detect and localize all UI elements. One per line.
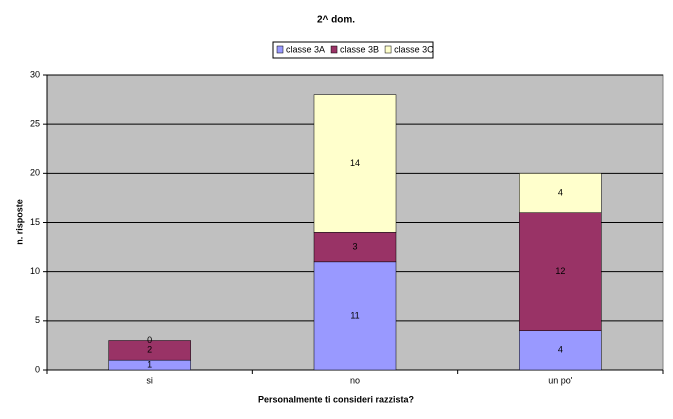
data-label: 4 (558, 187, 563, 197)
data-label: 4 (558, 345, 563, 355)
legend-label: classe 3A (286, 44, 325, 54)
data-label: 3 (352, 241, 357, 251)
bar-segment (519, 330, 602, 371)
x-tick-label: no (350, 375, 360, 385)
y-tick-label: 10 (30, 266, 40, 276)
data-label: 14 (350, 158, 360, 168)
y-tick-label: 20 (30, 168, 40, 178)
y-tick-label: 0 (35, 364, 40, 374)
y-tick-label: 15 (30, 217, 40, 227)
data-label: 2 (147, 345, 152, 355)
data-label: 12 (555, 266, 565, 276)
bar-segment (313, 261, 397, 371)
bar-segment (313, 232, 397, 263)
bar-segment (108, 340, 191, 361)
x-axis-label: Personalmente ti consideri razzista? (258, 394, 414, 404)
x-tick-label: un po' (548, 375, 573, 385)
y-tick-label: 30 (30, 69, 40, 79)
legend-label: classe 3C (394, 44, 434, 54)
legend-swatch (384, 45, 392, 54)
data-label: 11 (350, 310, 359, 320)
legend-box (272, 41, 434, 59)
legend-swatch (276, 45, 284, 54)
bar-segment (519, 212, 602, 331)
bar-segment (313, 94, 397, 233)
y-axis-label: n. risposte (14, 199, 24, 245)
data-label: 0 (147, 335, 152, 345)
x-tick-label: si (146, 375, 153, 385)
y-tick-label: 25 (30, 119, 40, 129)
data-label: 1 (147, 359, 152, 369)
y-tick-label: 5 (35, 315, 40, 325)
bar-segment (519, 173, 602, 213)
legend-label: classe 3B (340, 44, 379, 54)
chart-title: 2^ dom. (317, 15, 355, 26)
legend-swatch (330, 45, 338, 54)
